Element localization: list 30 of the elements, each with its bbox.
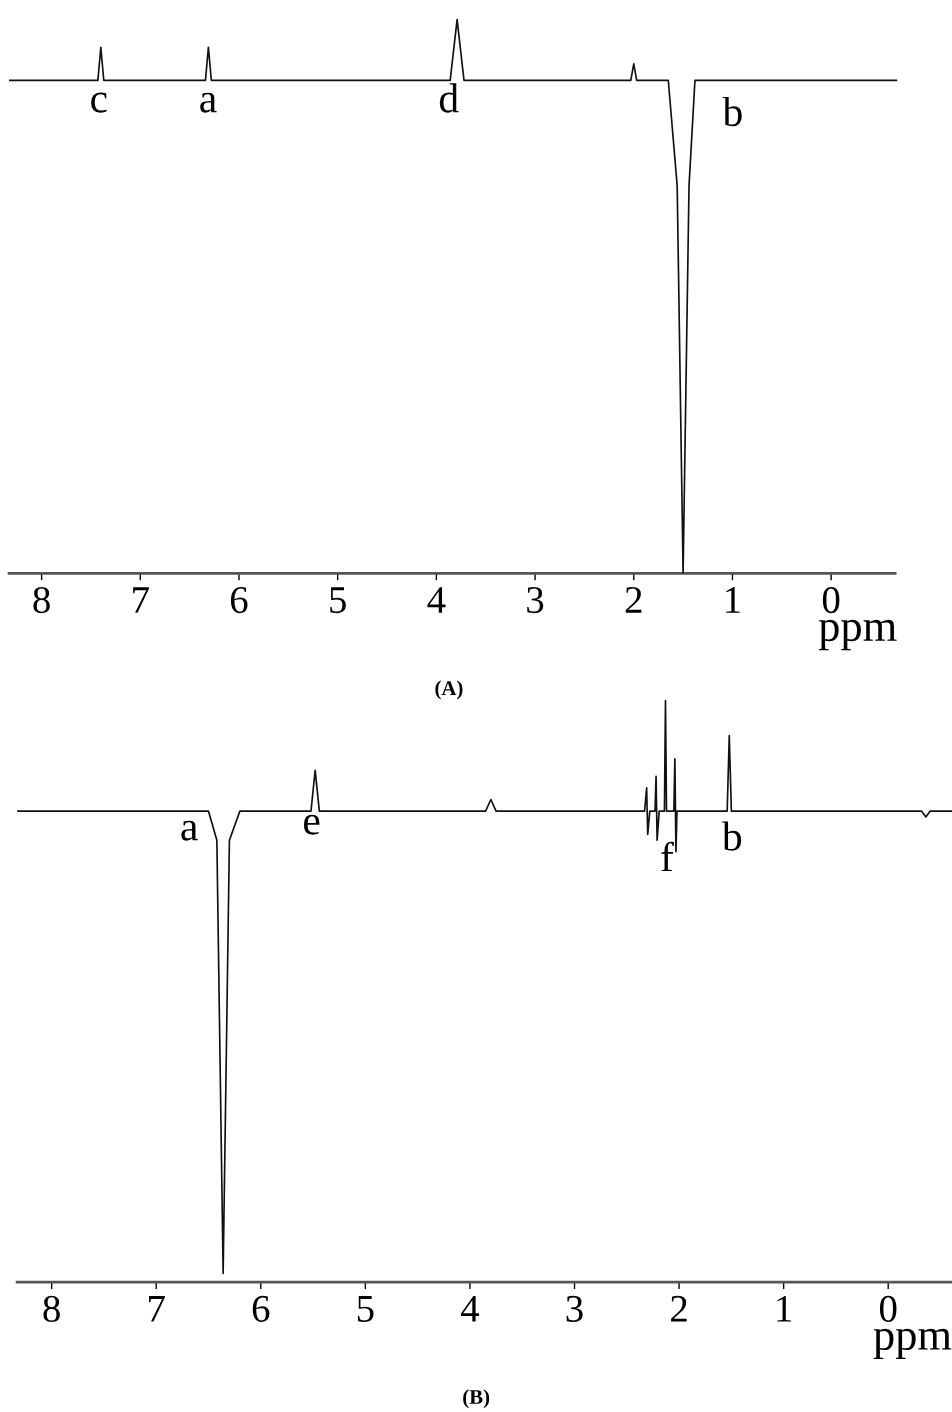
x-tick-label: 7 bbox=[133, 587, 149, 613]
x-tick-label: 0 bbox=[822, 586, 840, 614]
annotation: a bbox=[200, 92, 217, 113]
annotation: c bbox=[91, 92, 107, 113]
x-tick-label: 8 bbox=[33, 586, 50, 614]
x-tick-label: 6 bbox=[252, 1295, 270, 1322]
x-axis-title: ppm bbox=[873, 1328, 952, 1360]
x-tick-label: 5 bbox=[330, 587, 346, 614]
x-tick-label: 2 bbox=[625, 587, 642, 613]
text: (B) bbox=[463, 1389, 490, 1409]
annotation: b bbox=[722, 96, 742, 127]
x-tick-label: 0 bbox=[879, 1295, 897, 1322]
annotation: f bbox=[661, 841, 674, 872]
x-tick-label: 8 bbox=[43, 1295, 60, 1322]
text: (A) bbox=[435, 680, 463, 700]
annotation: d bbox=[439, 83, 459, 113]
x-tick-label: 1 bbox=[777, 1295, 792, 1322]
x-tick-label: 2 bbox=[671, 1295, 687, 1322]
x-tick-label: 3 bbox=[566, 1295, 583, 1322]
annotation: b bbox=[721, 821, 742, 851]
x-tick-label: 1 bbox=[726, 587, 740, 613]
x-tick-label: 3 bbox=[527, 587, 544, 614]
annotation: e bbox=[304, 814, 320, 835]
x-tick-label: 6 bbox=[230, 587, 248, 614]
x-tick-label: 4 bbox=[427, 587, 446, 613]
x-tick-label: 4 bbox=[460, 1295, 480, 1322]
x-tick-label: 5 bbox=[357, 1296, 374, 1322]
x-axis-title: ppm bbox=[818, 619, 897, 651]
annotation: a bbox=[181, 820, 198, 841]
x-tick-label: 7 bbox=[149, 1296, 165, 1322]
